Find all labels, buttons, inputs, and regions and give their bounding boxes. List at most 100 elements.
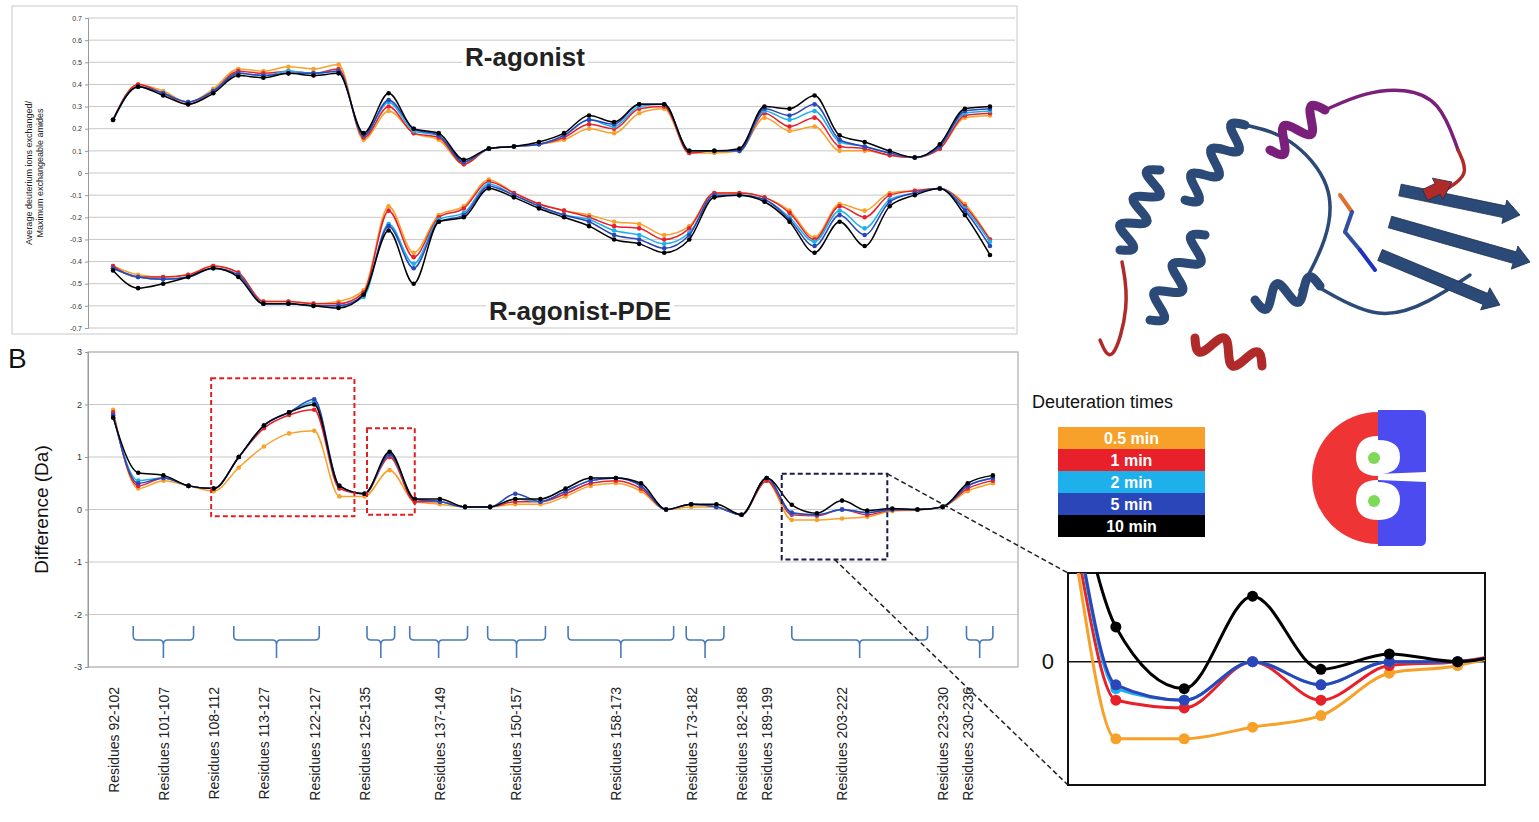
data-point (762, 115, 767, 120)
tick-label: 1 (77, 452, 82, 462)
tick-label: Residues 223-230 (935, 687, 951, 801)
data-point (637, 233, 642, 238)
grid-line (88, 457, 1018, 458)
data-point (988, 104, 993, 109)
data-point (436, 219, 441, 224)
data-point (111, 118, 116, 123)
icon-part (1312, 412, 1378, 544)
data-point (787, 106, 792, 111)
data-point (614, 476, 619, 481)
tick: 1 (77, 452, 88, 462)
data-point (840, 516, 845, 521)
tick-mark (85, 262, 88, 263)
data-point (587, 219, 592, 224)
data-point (336, 71, 341, 76)
tick-label: Residues 189-199 (759, 687, 775, 801)
grid-line (88, 173, 1015, 174)
data-point (512, 195, 517, 200)
data-point (287, 410, 292, 415)
data-point (537, 140, 542, 145)
ligand (1360, 250, 1375, 270)
data-point (662, 237, 667, 242)
tick-mark (85, 84, 88, 85)
tick: Residues 158-173 (608, 687, 624, 801)
tick-label: Residues 113-127 (256, 687, 272, 800)
series-line (113, 65, 990, 165)
inset-series-line (1068, 573, 1485, 700)
peptide-bracket (568, 626, 674, 658)
legend-label: 0.5 min (1104, 430, 1159, 447)
data-point (789, 510, 794, 515)
data-point (612, 219, 617, 224)
data-point (436, 219, 441, 224)
data-point (512, 144, 517, 149)
data-point (712, 149, 717, 154)
data-point (915, 507, 920, 512)
data-point (312, 397, 317, 402)
data-point (487, 146, 492, 151)
data-point (614, 476, 619, 481)
data-point (538, 497, 543, 502)
data-point (840, 507, 845, 512)
data-point (186, 484, 191, 489)
tick: -0.6 (70, 303, 88, 310)
helix (1195, 338, 1262, 367)
data-point (386, 98, 391, 103)
grid-line (88, 128, 1015, 129)
data-point (262, 423, 267, 428)
data-point (865, 508, 870, 513)
data-point (462, 215, 467, 220)
data-point (361, 292, 366, 297)
data-point (739, 512, 744, 517)
data-point (637, 237, 642, 242)
data-point (587, 118, 592, 123)
data-point (488, 505, 493, 510)
zoom-connector (887, 474, 1068, 573)
data-point (286, 301, 291, 306)
data-point (311, 73, 316, 78)
data-point (587, 113, 592, 118)
data-point (637, 226, 642, 231)
data-point (812, 250, 817, 255)
data-point (513, 491, 518, 496)
data-point (612, 233, 617, 238)
inset-plot-area (1068, 573, 1485, 744)
axis-line (85, 353, 89, 668)
tick: 0.4 (72, 81, 88, 88)
data-point (588, 476, 593, 481)
tick-label: -0.4 (70, 258, 82, 265)
data-point (136, 275, 141, 280)
data-point (664, 507, 669, 512)
legend-swatch (1058, 427, 1205, 449)
legend-swatch (1058, 449, 1205, 471)
panel-title: R-agonist (465, 42, 585, 72)
data-point (612, 131, 617, 136)
icon-part (1368, 495, 1380, 507)
y-axis: -0.7-0.6-0.5-0.4-0.3-0.2-0.100.10.20.30.… (70, 15, 89, 332)
data-point (915, 507, 920, 512)
peptide-bracket (488, 626, 546, 658)
data-point (815, 518, 820, 523)
data-point (513, 497, 518, 502)
data-point (111, 118, 116, 123)
data-point (336, 62, 341, 67)
legend-swatch (1058, 515, 1205, 537)
data-point (488, 505, 493, 510)
tick: 3 (77, 347, 88, 357)
tick-label: Residues 230-236 (960, 687, 976, 801)
data-point (411, 261, 416, 266)
data-point (562, 208, 567, 213)
data-point (712, 149, 717, 154)
strand (1378, 249, 1500, 309)
data-point (840, 507, 845, 512)
data-point (261, 301, 266, 306)
data-point (862, 144, 867, 149)
series-line (113, 410, 993, 516)
tick: 0 (77, 505, 88, 515)
data-point (111, 268, 116, 273)
tick-mark (85, 18, 88, 19)
data-point (161, 281, 166, 286)
data-point (837, 133, 842, 138)
data-point (764, 476, 769, 481)
tick: Residues 223-230 (935, 687, 951, 801)
